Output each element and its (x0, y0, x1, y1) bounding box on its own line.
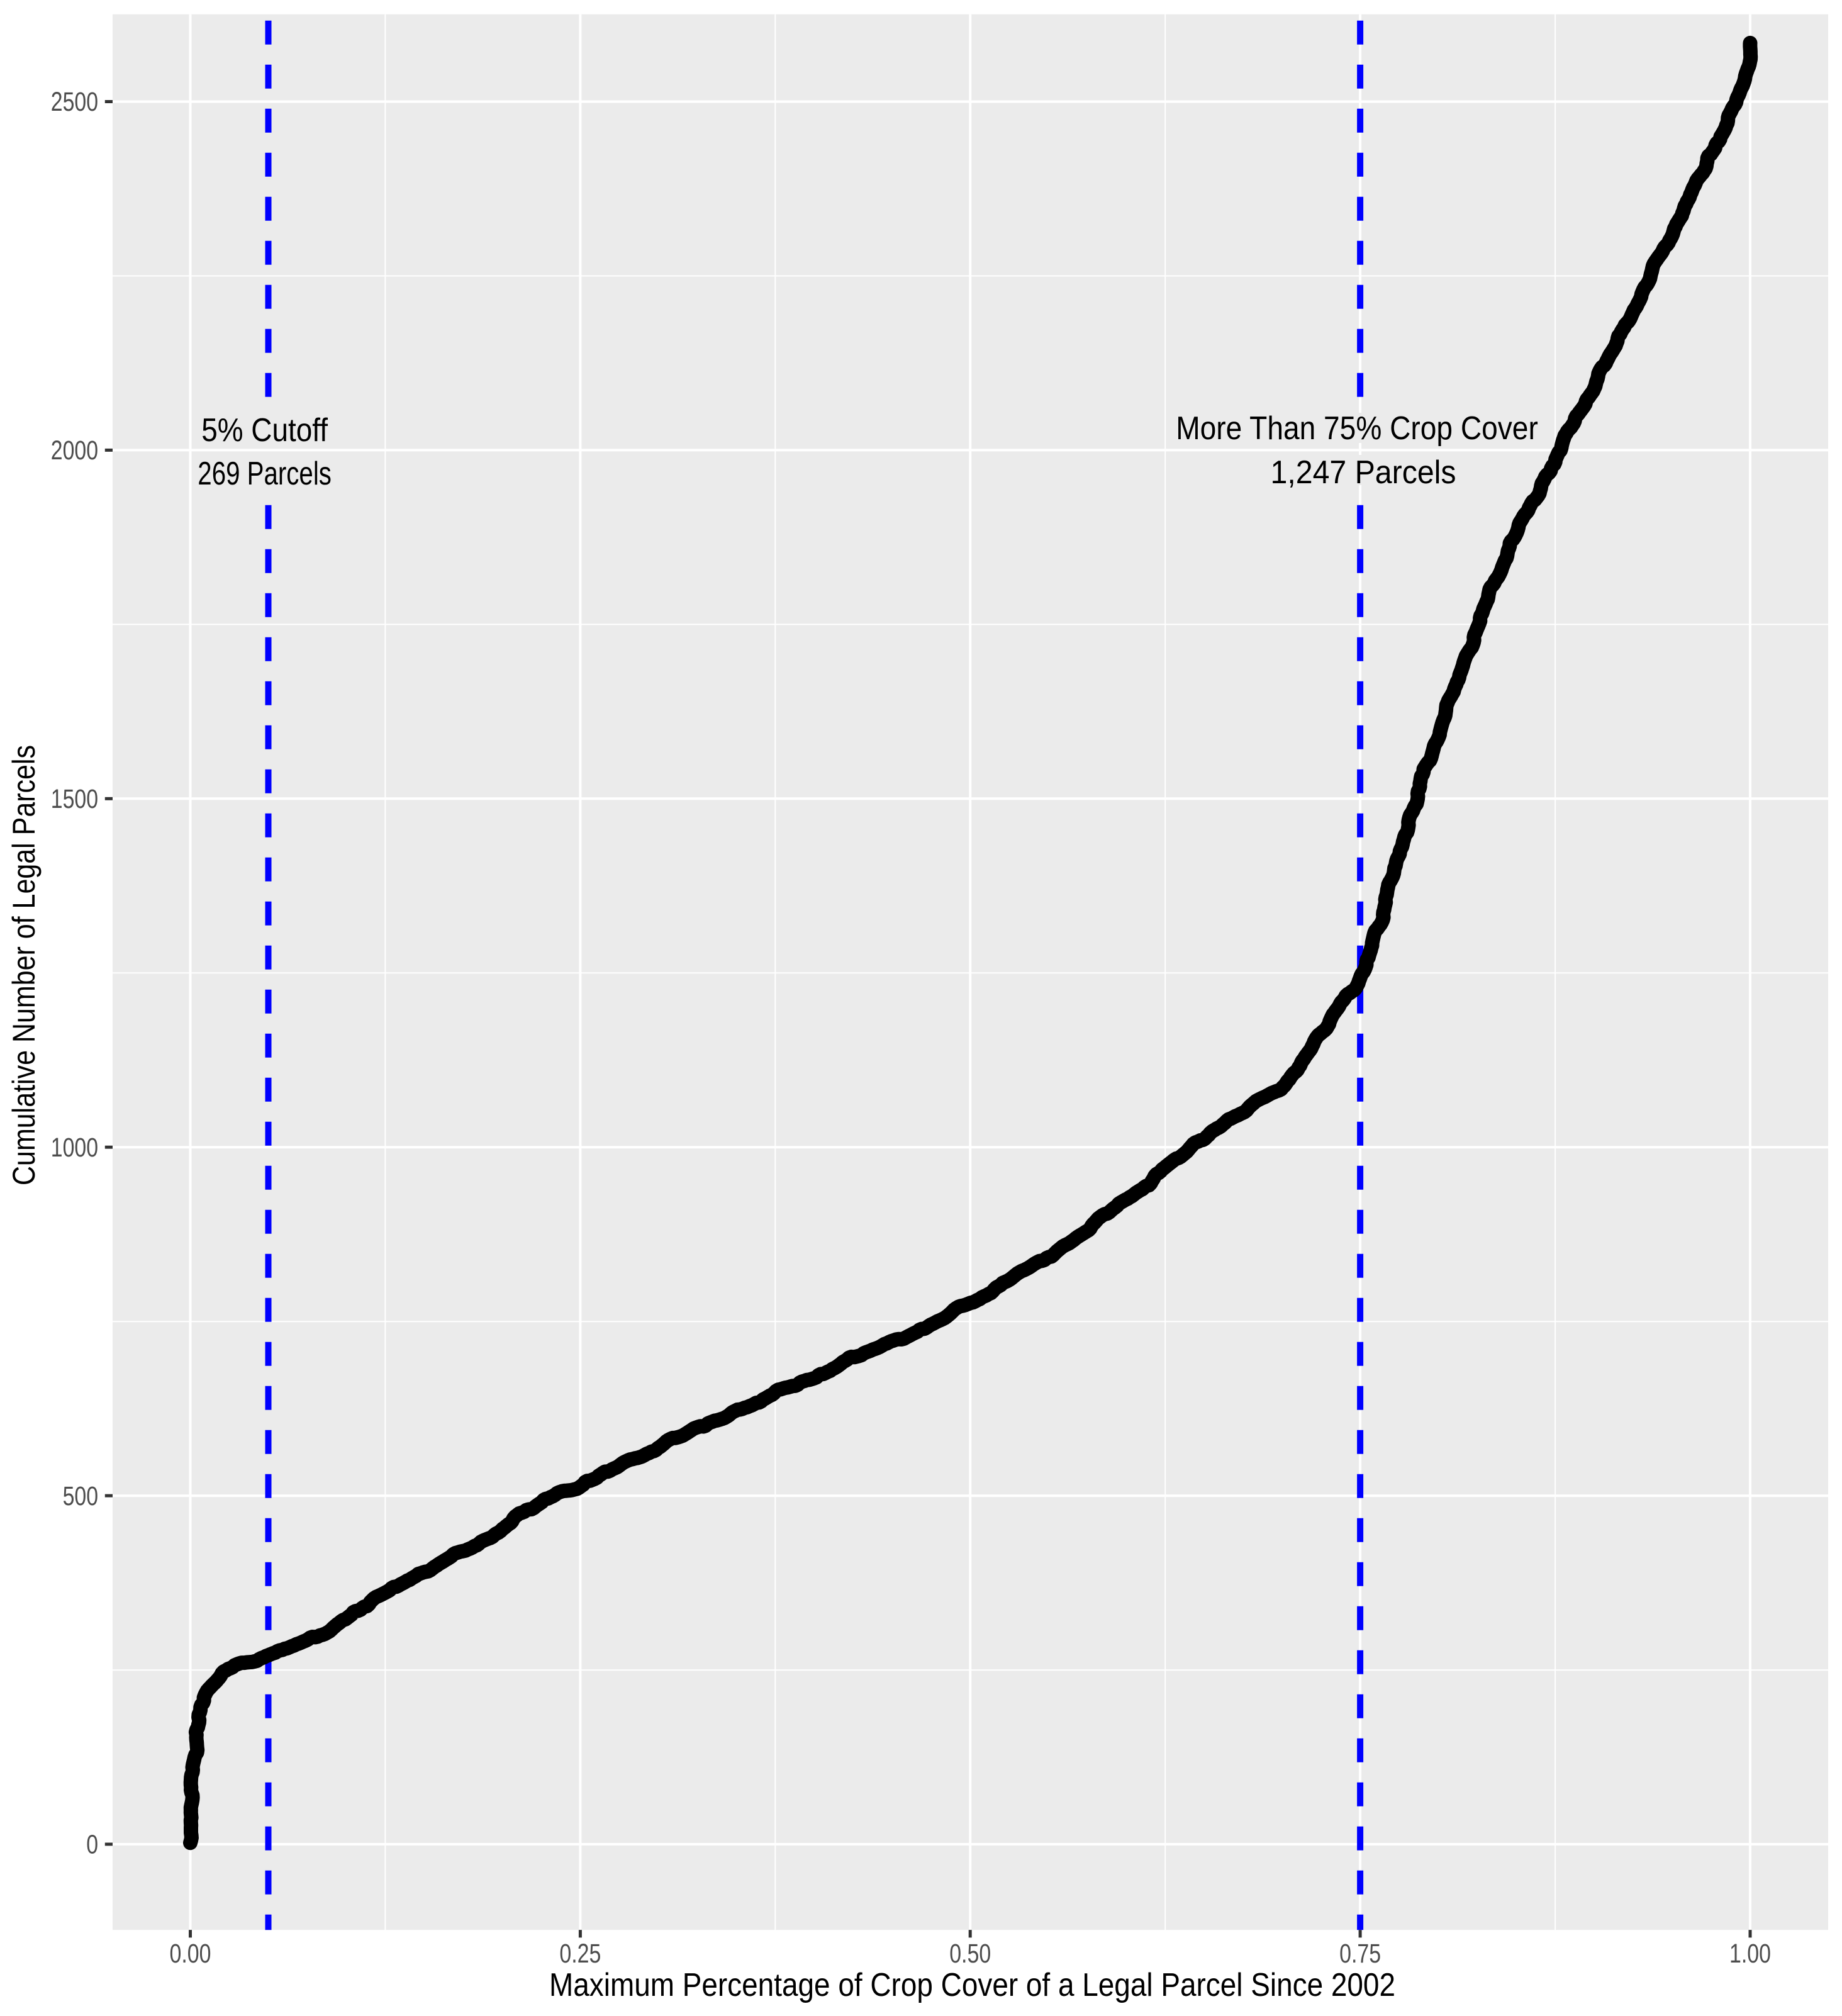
svg-text:1.00: 1.00 (1729, 1939, 1771, 1968)
svg-text:1000: 1000 (51, 1133, 98, 1162)
svg-text:Maximum Percentage of Crop Cov: Maximum Percentage of Crop Cover of a Le… (549, 1967, 1395, 2003)
svg-text:0: 0 (86, 1830, 98, 1859)
svg-text:269 Parcels: 269 Parcels (198, 455, 332, 491)
svg-text:1500: 1500 (51, 784, 98, 814)
svg-text:2500: 2500 (51, 87, 98, 116)
svg-text:0.00: 0.00 (170, 1939, 211, 1968)
svg-text:0.25: 0.25 (559, 1939, 601, 1968)
svg-text:0.50: 0.50 (949, 1939, 991, 1968)
svg-text:1,247 Parcels: 1,247 Parcels (1271, 454, 1456, 490)
svg-text:2000: 2000 (51, 435, 98, 465)
svg-text:5% Cutoff: 5% Cutoff (201, 412, 328, 448)
svg-text:Cumulative Number of Legal Par: Cumulative Number of Legal Parcels (6, 745, 42, 1185)
svg-text:More Than 75% Crop Cover: More Than 75% Crop Cover (1176, 410, 1538, 446)
svg-text:0.75: 0.75 (1339, 1939, 1381, 1968)
svg-text:500: 500 (63, 1481, 98, 1511)
